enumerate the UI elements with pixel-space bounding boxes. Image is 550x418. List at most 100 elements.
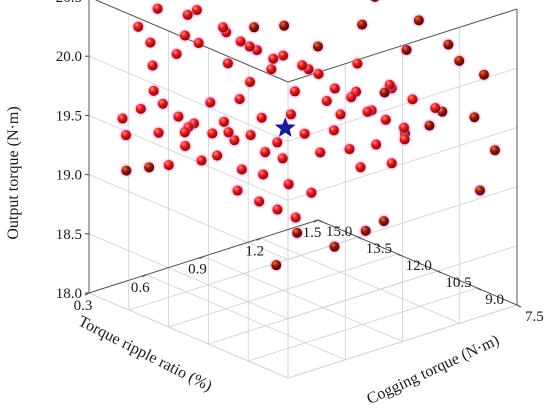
data-point-sphere (268, 53, 279, 64)
data-point-sphere (212, 150, 223, 161)
data-point (180, 7, 196, 23)
data-point-sphere (249, 22, 260, 33)
data-point-sphere (430, 102, 441, 113)
data-point-sphere (236, 164, 247, 175)
grid-line-floor-y (248, 287, 478, 362)
z-tick-label: 18.0 (56, 286, 82, 302)
data-point-sphere (232, 185, 243, 196)
data-point-sphere (144, 162, 155, 173)
data-point-sphere (171, 48, 182, 59)
y-tick-mark (437, 270, 442, 274)
data-point (191, 35, 207, 51)
data-point-sphere (360, 225, 371, 236)
x-tick-label: 0.3 (74, 298, 93, 314)
data-point (141, 159, 157, 175)
z-tick-label: 20.0 (56, 49, 82, 65)
grid-line-floor-x (260, 237, 460, 324)
data-point-sphere (380, 114, 391, 125)
axis-line-y (317, 219, 518, 306)
data-point-sphere (147, 60, 158, 71)
x-tick-label: 0.6 (131, 280, 150, 296)
data-points (115, 0, 503, 273)
data-point-sphere (157, 98, 168, 109)
z-tick-label: 20.5 (56, 0, 82, 6)
data-point (332, 106, 348, 122)
data-point (268, 257, 284, 273)
grid-line-floor-y (168, 253, 398, 328)
data-point-sphere (329, 83, 340, 94)
data-point-sphere (222, 58, 233, 69)
data-point (310, 38, 326, 54)
data-point-sphere (346, 92, 357, 103)
data-point (118, 163, 134, 179)
data-point-sphere (344, 144, 355, 155)
y-tick-label: 13.5 (366, 241, 392, 257)
x-tick-mark (199, 256, 204, 259)
data-point (269, 134, 285, 150)
data-point (368, 137, 384, 153)
data-point-sphere (163, 160, 174, 171)
data-point (146, 83, 162, 99)
data-point-sphere (299, 128, 310, 139)
data-point-sphere (371, 139, 382, 150)
data-point-sphere (478, 69, 489, 80)
data-point-sphere (235, 36, 246, 47)
data-point (376, 213, 392, 229)
data-point-sphere (279, 20, 290, 31)
x-tick-mark (256, 237, 261, 241)
data-point (451, 53, 467, 69)
x-tick-mark (142, 274, 147, 278)
data-point-sphere (297, 60, 308, 71)
data-point (466, 109, 482, 125)
data-point (281, 176, 297, 192)
data-point-sphere (489, 145, 500, 156)
data-point (440, 37, 456, 53)
data-point (283, 106, 299, 122)
data-point-sphere (399, 122, 410, 133)
data-point-sphere (266, 64, 277, 75)
data-point-sphere (454, 55, 465, 66)
data-point (150, 1, 166, 17)
data-point (327, 81, 343, 97)
data-point (242, 74, 258, 90)
data-point (405, 91, 420, 107)
data-point-sphere (357, 19, 368, 30)
data-point (297, 126, 313, 142)
data-point (204, 125, 220, 141)
data-point (421, 118, 437, 134)
y-tick-mark (357, 236, 363, 240)
data-point (254, 110, 270, 126)
data-point-sphere (133, 21, 144, 32)
data-point (342, 141, 358, 157)
data-point-sphere (352, 58, 363, 69)
data-point-sphere (474, 185, 485, 196)
grid-line-wall-z2 (287, 186, 518, 260)
data-point-sphere (312, 41, 323, 52)
data-point-sphere (258, 169, 269, 180)
data-point (287, 83, 303, 99)
data-point-sphere (289, 86, 300, 97)
y-tick-mark (317, 219, 323, 223)
data-point (411, 12, 427, 28)
data-point (155, 96, 171, 112)
data-point-sphere (117, 113, 128, 124)
x-tick-label: 1.5 (303, 225, 322, 241)
z-axis-title: Output torque (N·m) (5, 106, 22, 239)
data-point-sphere (218, 22, 229, 33)
data-point-sphere (245, 130, 256, 141)
grid-line-floor-x (203, 256, 403, 342)
data-point (276, 18, 292, 34)
data-point (378, 112, 394, 128)
data-point-sphere (443, 39, 454, 50)
data-point (169, 46, 185, 62)
data-point (115, 111, 131, 127)
data-point (396, 120, 412, 136)
data-point-sphere (256, 112, 267, 123)
data-point-sphere (283, 179, 294, 190)
data-point-sphere (152, 3, 163, 14)
data-point-sphere (306, 187, 317, 198)
data-point (487, 142, 503, 158)
data-point (202, 94, 218, 110)
data-point (194, 153, 210, 169)
